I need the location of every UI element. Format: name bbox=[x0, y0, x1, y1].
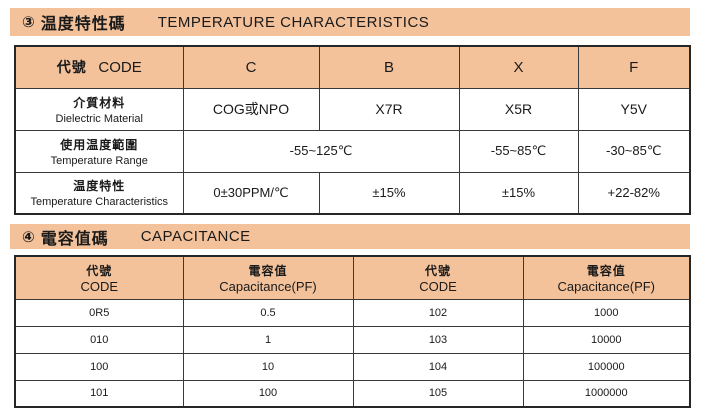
code-header-zh: 代號 bbox=[424, 263, 451, 278]
row-label-en: Temperature Range bbox=[50, 154, 148, 167]
section-header-temperature: ③ 温度特性碼 TEMPERATURE CHARACTERISTICS bbox=[10, 8, 690, 36]
circled-number-4-icon: ④ bbox=[22, 227, 35, 246]
code-f-cell: F bbox=[577, 45, 691, 89]
row-label-zh: 温度特性 bbox=[73, 179, 126, 194]
table-row: 代號 CODE 電容值 Capacitance(PF) 代號 CODE 電容值 … bbox=[14, 255, 691, 300]
section2-title-en: CAPACITANCE bbox=[140, 228, 251, 245]
temp-char-value-cell: 0±30PPM/℃ bbox=[182, 171, 320, 215]
table-row: 代號 CODE C B X F bbox=[14, 45, 691, 89]
table-row: 100 10 104 100000 bbox=[14, 352, 691, 381]
code-cell: 103 bbox=[352, 325, 524, 354]
dielectric-value-cell: COG或NPO bbox=[182, 87, 320, 131]
code-header-cell: 代號 CODE bbox=[352, 255, 524, 300]
dielectric-value-cell: X5R bbox=[458, 87, 579, 131]
code-header-cell: 代號 CODE bbox=[14, 45, 184, 89]
temp-char-value-cell: ±15% bbox=[318, 171, 460, 215]
circled-number-3-icon: ③ bbox=[22, 13, 35, 31]
code-cell: 102 bbox=[352, 298, 524, 327]
capacitance-cell: 100000 bbox=[522, 352, 691, 381]
code-header-zh: 代號 bbox=[86, 263, 113, 278]
code-cell: 104 bbox=[352, 352, 524, 381]
section-header-capacitance: ④ 電容值碼 CAPACITANCE bbox=[10, 224, 690, 249]
temperature-range-value-cell: -30~85℃ bbox=[577, 129, 691, 173]
capacitance-cell: 0.5 bbox=[182, 298, 354, 327]
dielectric-value-cell: X7R bbox=[318, 87, 460, 131]
capacitance-code-table: 代號 CODE 電容值 Capacitance(PF) 代號 CODE 電容值 … bbox=[14, 255, 691, 408]
table-row: 0R5 0.5 102 1000 bbox=[14, 298, 691, 327]
row-label-en: Temperature Characteristics bbox=[30, 196, 169, 209]
capacitance-cell: 100 bbox=[182, 379, 354, 408]
row-label-zh: 介質材料 bbox=[73, 95, 126, 110]
capacitance-cell: 10000 bbox=[522, 325, 691, 354]
code-header-en: CODE bbox=[419, 278, 457, 294]
temp-char-value-cell: ±15% bbox=[458, 171, 579, 215]
table-row: 010 1 103 10000 bbox=[14, 325, 691, 354]
code-c-cell: C bbox=[182, 45, 320, 89]
capacitance-header-cell: 電容值 Capacitance(PF) bbox=[182, 255, 354, 300]
capacitance-header-zh: 電容值 bbox=[248, 263, 288, 278]
dielectric-value-cell: Y5V bbox=[577, 87, 691, 131]
row-label-zh: 使用温度範圍 bbox=[60, 137, 139, 152]
temp-char-value-cell: +22-82% bbox=[577, 171, 691, 215]
capacitance-cell: 10 bbox=[182, 352, 354, 381]
temperature-range-value-cell: -55~125℃ bbox=[182, 129, 460, 173]
row-label-en: Dielectric Material bbox=[55, 112, 143, 125]
temperature-characteristics-label-cell: 温度特性 Temperature Characteristics bbox=[14, 171, 184, 215]
code-x-cell: X bbox=[458, 45, 579, 89]
dielectric-material-label-cell: 介質材料 Dielectric Material bbox=[14, 87, 184, 131]
temperature-range-label-cell: 使用温度範圍 Temperature Range bbox=[14, 129, 184, 173]
code-cell: 100 bbox=[14, 352, 184, 381]
temperature-characteristics-table: 代號 CODE C B X F 介質材料 Dielectric Material… bbox=[14, 45, 691, 215]
code-cell: 101 bbox=[14, 379, 184, 408]
capacitance-header-zh: 電容值 bbox=[586, 263, 626, 278]
table-row: 介質材料 Dielectric Material COG或NPO X7R X5R… bbox=[14, 87, 691, 131]
temperature-range-value-cell: -55~85℃ bbox=[458, 129, 579, 173]
code-cell: 010 bbox=[14, 325, 184, 354]
code-label-zh: 代號 bbox=[56, 60, 87, 77]
code-cell: 0R5 bbox=[14, 298, 184, 327]
section2-title-zh: 電容值碼 bbox=[40, 228, 109, 248]
code-header-cell: 代號 CODE bbox=[14, 255, 184, 300]
capacitance-header-cell: 電容值 Capacitance(PF) bbox=[522, 255, 691, 300]
code-label-en: CODE bbox=[98, 59, 142, 77]
code-b-cell: B bbox=[318, 45, 460, 89]
table-row: 使用温度範圍 Temperature Range -55~125℃ -55~85… bbox=[14, 129, 691, 173]
code-header-en: CODE bbox=[80, 278, 119, 294]
capacitance-cell: 1000000 bbox=[522, 379, 691, 408]
table-row: 温度特性 Temperature Characteristics 0±30PPM… bbox=[14, 171, 691, 215]
capacitance-cell: 1 bbox=[182, 325, 354, 354]
section1-title-zh: 温度特性碼 bbox=[40, 14, 126, 33]
table-row: 101 100 105 1000000 bbox=[14, 379, 691, 408]
code-cell: 105 bbox=[352, 379, 524, 408]
capacitance-cell: 1000 bbox=[522, 298, 691, 327]
section1-title-en: TEMPERATURE CHARACTERISTICS bbox=[157, 13, 430, 31]
capacitance-header-en: Capacitance(PF) bbox=[557, 278, 656, 294]
capacitance-header-en: Capacitance(PF) bbox=[219, 278, 317, 294]
